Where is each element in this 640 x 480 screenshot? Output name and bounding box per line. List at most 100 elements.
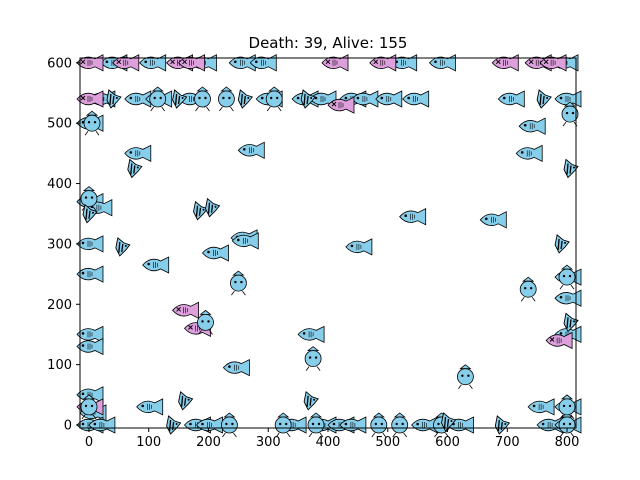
fish-eye <box>115 97 118 99</box>
fish-dead-eye <box>528 59 534 65</box>
x-tick-label: 300 <box>256 435 281 450</box>
fish-dead-eye <box>188 325 193 330</box>
fish-top-fin <box>223 412 236 418</box>
fish-body <box>558 268 576 286</box>
fish-fins <box>150 106 166 112</box>
dead-side-fish-marker <box>178 54 206 72</box>
fish-eye <box>562 404 566 408</box>
fish-top-fin <box>560 264 574 270</box>
fish-eye <box>541 422 545 426</box>
fish-stripe <box>443 416 447 429</box>
fish-eye <box>404 214 407 217</box>
fish-top-fin <box>196 86 209 92</box>
fish-eye <box>285 422 288 426</box>
alive-side-fish-marker <box>351 90 379 108</box>
fish-top-fin <box>306 346 320 352</box>
alive-side-fish-marker <box>518 117 546 135</box>
alive-front-fish-marker <box>558 394 576 420</box>
fish-body <box>194 90 211 108</box>
fish-eye <box>214 205 217 208</box>
fish-top-fin <box>199 309 212 315</box>
striped-fish-marker <box>303 390 319 411</box>
fish-eye <box>228 96 231 100</box>
fish-stripe <box>133 165 136 174</box>
fish-eye <box>90 404 94 408</box>
fish-body <box>149 90 167 108</box>
fish-dead-eye <box>170 59 175 65</box>
fish-stripe <box>109 93 112 106</box>
alive-side-fish-marker <box>399 208 427 226</box>
fish-stripe <box>177 95 181 105</box>
fish-stripe <box>210 204 214 213</box>
fish-dead-eye <box>331 101 337 107</box>
y-tick-label: 400 <box>47 177 72 192</box>
fish-eye <box>568 274 572 278</box>
fish-eye <box>503 96 506 100</box>
fish-body <box>558 416 576 434</box>
fish-body <box>217 90 235 108</box>
fish-stripe <box>171 421 175 431</box>
fish-eye <box>153 96 156 100</box>
alive-front-fish-marker <box>307 412 325 438</box>
alive-side-fish-marker <box>515 144 543 163</box>
alive-front-fish-marker <box>456 364 474 389</box>
fish-stripe <box>207 202 211 214</box>
fish-eye <box>564 241 567 244</box>
fish-top-fin <box>220 86 233 92</box>
fish-fins <box>371 432 387 438</box>
fish-eye <box>105 60 109 64</box>
fish-fins <box>219 106 234 112</box>
fish-fins <box>434 432 449 438</box>
fish-top-fin <box>372 412 385 418</box>
alive-front-fish-marker <box>519 276 537 302</box>
fish-fins <box>308 432 324 438</box>
fish-eye <box>175 423 178 425</box>
striped-fish-marker <box>563 312 579 333</box>
fish-eye <box>81 392 85 396</box>
fish-eye <box>296 96 300 100</box>
dead-side-fish-marker <box>172 301 200 319</box>
fish-body <box>558 398 576 416</box>
dead-side-fish-marker <box>76 54 104 72</box>
fish-body <box>391 416 409 434</box>
x-tick-label: 500 <box>375 435 400 450</box>
fish-eye <box>313 398 316 401</box>
fish-stripe <box>566 317 569 329</box>
striped-fish-marker <box>172 89 188 109</box>
fish-dead-eye <box>549 337 555 342</box>
fish-eye <box>254 60 258 64</box>
x-tick-label: 100 <box>136 435 161 450</box>
alive-front-fish-marker <box>274 412 292 438</box>
fish-body <box>307 416 325 434</box>
alive-front-fish-marker <box>80 394 98 420</box>
fish-dead-eye <box>176 306 181 312</box>
fish-fins <box>559 284 575 290</box>
fish-eye <box>568 422 572 426</box>
fish-eye <box>90 196 94 199</box>
fish-stripe <box>121 243 124 252</box>
fish-body <box>519 280 537 298</box>
fish-stripe <box>303 93 306 106</box>
alive-front-fish-marker <box>304 346 322 371</box>
fish-eye <box>181 97 184 99</box>
fish-stripe <box>85 208 88 220</box>
dead-side-fish-marker <box>76 90 104 108</box>
alive-side-fish-marker <box>88 416 116 434</box>
alive-side-fish-marker <box>309 90 337 108</box>
fish-body <box>265 90 283 108</box>
x-tick-label: 0 <box>85 435 93 450</box>
alive-side-fish-marker <box>222 358 250 377</box>
fish-eye <box>144 60 147 64</box>
fish-eye <box>559 332 563 335</box>
alive-front-fish-marker <box>220 412 238 438</box>
fish-eye <box>81 271 85 275</box>
fish-eye <box>147 262 150 266</box>
alive-side-fish-marker <box>554 289 582 307</box>
fish-eye <box>395 422 398 426</box>
fish-stripe <box>168 419 172 432</box>
alive-side-fish-marker <box>195 416 223 434</box>
fish-dead-eye <box>373 59 379 65</box>
fish-top-fin <box>393 412 406 418</box>
fish-eye <box>532 404 536 408</box>
